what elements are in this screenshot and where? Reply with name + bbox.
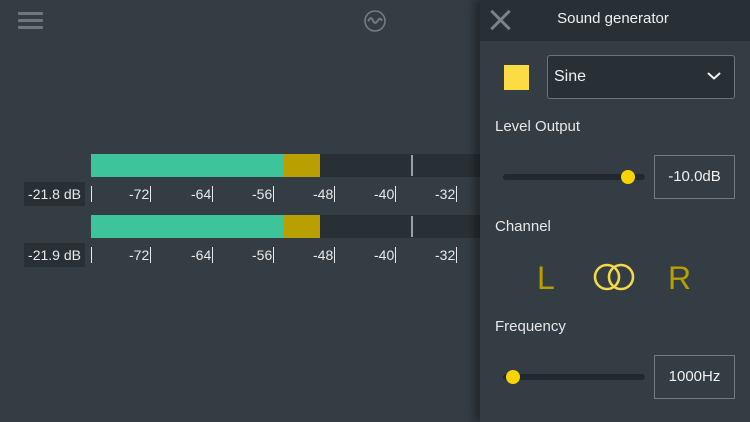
meter-level-yellow: [284, 154, 320, 177]
panel-title: Sound generator: [557, 10, 669, 27]
frequency-value-field[interactable]: 1000Hz: [654, 355, 735, 399]
sine-wave-circle-icon[interactable]: [362, 9, 388, 33]
meter-level-green: [91, 154, 284, 177]
slider-thumb[interactable]: [506, 370, 520, 384]
menu-line: [18, 26, 43, 29]
meter-peak-marker: [411, 216, 413, 237]
level-readout-right: -21.9 dB: [24, 243, 85, 267]
meter-level-yellow: [284, 215, 320, 238]
channel-left-button[interactable]: L: [537, 260, 555, 296]
scale-label: -32: [435, 186, 456, 202]
scale-tick: [91, 247, 92, 263]
panel-header: Sound generator: [480, 0, 750, 41]
scale-label: -72: [129, 247, 150, 263]
scale-label: -40: [374, 186, 395, 202]
menu-line: [18, 12, 43, 15]
level-meter-left: [91, 154, 486, 177]
meter-scale-right: -72 -64 -56 -48 -40 -32: [91, 243, 486, 267]
scale-label: -48: [313, 247, 334, 263]
waveform-selected-value: Sine: [554, 68, 587, 85]
chevron-down-icon: [707, 72, 721, 80]
generator-color-swatch[interactable]: [504, 65, 529, 90]
scale-tick: [91, 186, 92, 202]
frequency-label: Frequency: [495, 318, 566, 335]
scale-label: -48: [313, 186, 334, 202]
scale-label: -56: [252, 186, 273, 202]
scale-label: -32: [435, 247, 456, 263]
scale-label: -56: [252, 247, 273, 263]
menu-line: [18, 19, 43, 22]
frequency-slider[interactable]: [503, 370, 645, 384]
level-meter-right: [91, 215, 486, 238]
scale-label: -64: [191, 186, 212, 202]
level-readout-left: -21.8 dB: [24, 182, 85, 206]
channel-label: Channel: [495, 218, 551, 235]
channel-right-button[interactable]: R: [668, 260, 692, 296]
meter-scale-left: -72 -64 -56 -48 -40 -32: [91, 182, 486, 206]
scale-label: -64: [191, 247, 212, 263]
slider-thumb[interactable]: [621, 170, 635, 184]
level-output-slider[interactable]: [503, 170, 645, 184]
meter-level-green: [91, 215, 284, 238]
stereo-rings-icon[interactable]: [592, 262, 636, 292]
scale-label: -40: [374, 247, 395, 263]
sound-generator-panel: Sound generator Sine Level Output -10.0d…: [480, 0, 750, 422]
scale-label: -72: [129, 186, 150, 202]
level-output-label: Level Output: [495, 118, 581, 135]
waveform-select[interactable]: Sine: [547, 55, 735, 99]
meter-peak-marker: [411, 155, 413, 176]
level-output-value-field[interactable]: -10.0dB: [654, 155, 735, 199]
hamburger-menu-icon[interactable]: [18, 12, 44, 30]
